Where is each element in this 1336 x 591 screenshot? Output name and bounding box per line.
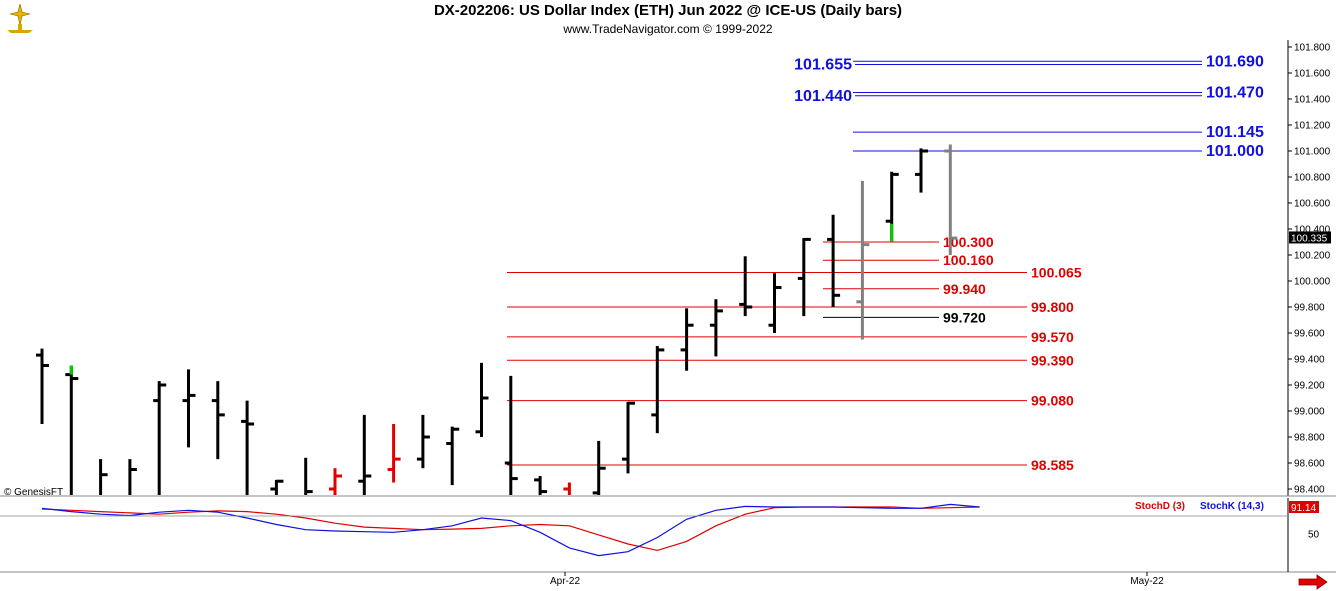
level-label: 100.065 [1031, 265, 1082, 281]
ohlc-bar [241, 400, 255, 495]
ohlc-bar [504, 375, 518, 495]
stoch-value-label: 91.14 [1291, 503, 1316, 514]
y-tick-label: 100.600 [1294, 199, 1331, 210]
ohlc-bar [651, 346, 665, 434]
ohlc-bar [416, 414, 430, 469]
ohlc-bar [304, 457, 313, 495]
y-tick-label: 99.400 [1294, 355, 1325, 366]
level-label: 98.585 [1031, 457, 1074, 473]
y-tick-label: 99.200 [1294, 381, 1325, 392]
x-tick-label: May-22 [1130, 576, 1164, 587]
ohlc-bar [739, 256, 753, 317]
scroll-right-arrow-icon[interactable] [1297, 574, 1329, 590]
ohlc-bar [475, 362, 489, 437]
y-tick-label: 99.600 [1294, 329, 1325, 340]
ohlc-bar [827, 214, 841, 307]
y-tick-label: 101.000 [1294, 147, 1331, 158]
level-label: 99.390 [1031, 352, 1074, 368]
ohlc-bar [915, 148, 928, 193]
ohlc-bar [446, 426, 460, 486]
y-tick-label: 98.800 [1294, 433, 1325, 444]
level-label: 99.720 [943, 309, 986, 325]
y-tick-label: 98.600 [1294, 459, 1325, 470]
level-label: 101.470 [1206, 85, 1264, 102]
stoch-value-box [1289, 501, 1319, 513]
chart-subtitle: www.TradeNavigator.com © 1999-2022 [563, 22, 773, 36]
ohlc-bar [592, 440, 606, 495]
chart-title: DX-202206: US Dollar Index (ETH) Jun 202… [433, 2, 903, 19]
y-tick-label: 101.400 [1294, 95, 1331, 106]
ohlc-bar [944, 144, 958, 255]
ohlc-bar [563, 482, 571, 495]
ohlc-bar [65, 365, 79, 495]
stoch-k-legend: StochK (14,3) [1200, 501, 1264, 512]
ohlc-bar [387, 424, 401, 483]
last-price-label: 100.335 [1291, 233, 1328, 244]
y-tick-label: 100.800 [1294, 173, 1331, 184]
stoch-tick-label: 50 [1308, 530, 1320, 541]
y-tick-label: 100.200 [1294, 251, 1331, 262]
ohlc-bar [534, 476, 548, 495]
ohlc-bar [797, 237, 811, 317]
y-tick-label: 101.200 [1294, 121, 1331, 132]
ohlc-bar [182, 369, 196, 448]
ohlc-bar [270, 479, 284, 495]
y-tick-label: 100.000 [1294, 277, 1331, 288]
ohlc-bar [36, 348, 49, 424]
ohlc-bar [680, 308, 694, 371]
genesis-logo-icon [7, 3, 33, 33]
level-label: 101.690 [1206, 53, 1264, 70]
y-tick-label: 101.600 [1294, 69, 1331, 80]
y-tick-label: 100.400 [1294, 225, 1331, 236]
level-label: 100.160 [943, 252, 994, 268]
ohlc-bar [128, 459, 137, 495]
stoch-d-line [41, 506, 980, 552]
stoch-d-legend: StochD (3) [1135, 501, 1185, 512]
level-label: 99.940 [943, 281, 986, 297]
y-tick-label: 99.000 [1294, 407, 1325, 418]
level-label: 99.080 [1031, 393, 1074, 409]
ohlc-bar [329, 468, 342, 495]
ohlc-bar [153, 381, 167, 495]
ohlc-bar [622, 401, 635, 474]
ohlc-bar [99, 459, 108, 495]
watermark-text: © GenesisFT [4, 487, 63, 498]
level-label: 99.570 [1031, 329, 1074, 345]
ohlc-bar [856, 180, 870, 340]
y-tick-label: 99.800 [1294, 303, 1325, 314]
level-label: 101.145 [1206, 124, 1264, 141]
ohlc-bar [768, 273, 782, 333]
ohlc-bar [709, 299, 723, 357]
level-label: 99.800 [1031, 299, 1074, 315]
ohlc-bar [211, 381, 225, 460]
y-tick-label: 98.400 [1294, 485, 1325, 496]
ohlc-bar [358, 414, 372, 495]
stoch-k-line [41, 503, 980, 557]
last-price-box [1289, 231, 1331, 244]
level-label: 101.655 [794, 57, 852, 74]
level-label: 101.440 [794, 88, 852, 105]
x-tick-label: Apr-22 [550, 576, 580, 587]
y-tick-label: 101.800 [1294, 43, 1331, 54]
level-label: 101.000 [1206, 143, 1264, 160]
